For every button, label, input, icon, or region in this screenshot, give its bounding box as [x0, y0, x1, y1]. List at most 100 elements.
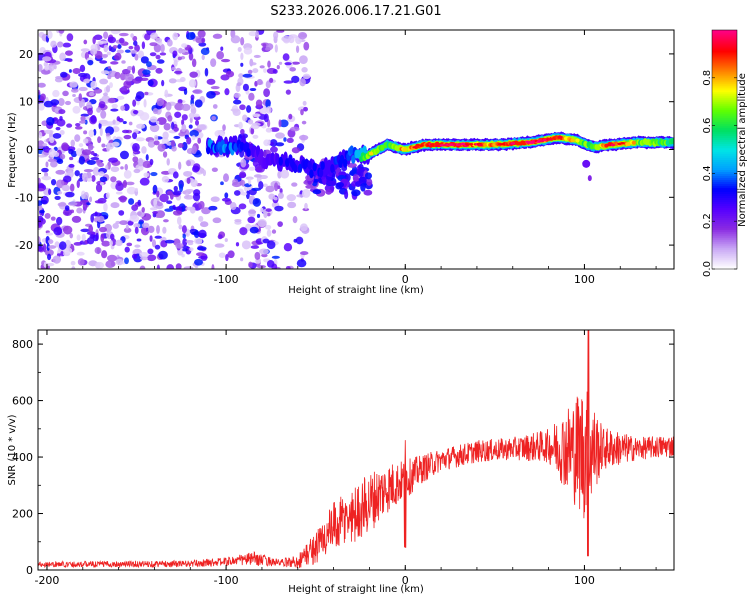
- spectrogram-cell: [265, 185, 275, 193]
- spectrogram-cell: [183, 266, 194, 269]
- spectrogram-cell: [360, 182, 366, 192]
- spectrogram-feature: [587, 175, 592, 182]
- colorbar-swatch: [712, 247, 737, 250]
- spectrogram-cell: [92, 166, 100, 176]
- spectrogram-cell: [47, 239, 54, 244]
- spectrogram-cell: [101, 54, 109, 58]
- spectrogram-cell: [67, 201, 78, 206]
- spectrogram-cell: [125, 224, 129, 230]
- spectrogram-cell: [304, 202, 308, 210]
- spectrogram-cell: [217, 234, 223, 240]
- spectrogram-cell: [351, 189, 361, 197]
- spectrogram-cell: [240, 158, 247, 168]
- spectrogram-cell: [68, 69, 72, 73]
- spectrogram-cell: [43, 61, 49, 67]
- colorbar-swatch: [712, 239, 737, 242]
- spectrogram-signal-cell: [307, 160, 312, 170]
- colorbar-swatch: [712, 189, 737, 192]
- spectrogram-cell: [163, 122, 171, 131]
- spectrogram-cell: [147, 79, 154, 87]
- spectrogram-cell: [312, 189, 322, 195]
- spectrogram-cell: [303, 106, 308, 112]
- spectrogram-cell: [147, 225, 155, 234]
- spectrogram-cell: [118, 37, 125, 44]
- spectrogram-signal-cell: [380, 144, 385, 151]
- spectrogram-cell: [300, 251, 309, 256]
- colorbar-swatch: [712, 237, 737, 240]
- spectrogram-cell: [139, 177, 150, 186]
- spectrogram-cell: [267, 212, 271, 217]
- spectrogram-cell: [188, 112, 195, 119]
- spectrogram-cell: [135, 91, 145, 100]
- spectrogram-cell: [99, 78, 109, 85]
- spectrogram-signal-cell: [320, 160, 325, 170]
- spectrogram-cell: [155, 54, 161, 60]
- spectrogram-cell: [289, 67, 296, 72]
- colorbar-swatch: [712, 77, 737, 81]
- spectrogram-cell: [107, 97, 116, 104]
- spectrogram-cell: [198, 229, 207, 239]
- spectrogram-cell: [288, 113, 293, 120]
- colorbar-swatch: [712, 31, 737, 35]
- spectrogram-cell: [60, 71, 68, 78]
- spectrogram-cell: [133, 40, 138, 46]
- spectrogram-cell: [68, 148, 74, 155]
- spectrogram-cell: [99, 181, 104, 186]
- spectrogram-cell: [53, 151, 60, 157]
- colorbar-swatch: [712, 30, 737, 33]
- spectrogram-cell: [76, 234, 81, 241]
- spectrogram-cell: [100, 110, 107, 119]
- spectrogram-signal-cell: [343, 158, 348, 168]
- snr-x-ticks: -200 -100 0 100: [34, 330, 657, 587]
- colorbar-swatch: [712, 147, 737, 151]
- spectrogram-cell: [62, 175, 72, 183]
- spectrogram-cell: [78, 72, 88, 78]
- spectrogram-cell: [119, 220, 128, 226]
- colorbar-swatch: [712, 51, 737, 55]
- spectrogram-cell: [212, 217, 222, 224]
- colorbar-swatch: [712, 39, 737, 43]
- colorbar-swatch: [712, 107, 737, 111]
- spectrogram-cell: [111, 103, 118, 109]
- spectrogram-cell: [177, 56, 182, 61]
- spectrogram-cell: [141, 146, 147, 154]
- colorbar-swatch: [712, 91, 737, 95]
- spectrogram-cell: [149, 235, 153, 242]
- spectrogram-cell: [57, 41, 64, 48]
- spectrogram-cell: [95, 183, 103, 193]
- colorbar-swatch: [712, 267, 737, 270]
- spectrogram-cell: [47, 30, 53, 39]
- spectrogram-cell: [97, 136, 102, 144]
- spectrogram-cell: [100, 70, 110, 75]
- spectrogram-cell: [124, 49, 131, 53]
- spectrogram-cell: [250, 245, 260, 249]
- colorbar-swatch: [712, 97, 737, 101]
- spectrogram-cell: [99, 60, 108, 64]
- spectrogram-cell: [145, 154, 149, 161]
- spectrogram-cell: [108, 157, 119, 163]
- spectrogram-cell: [88, 91, 95, 97]
- colorbar-swatch: [712, 217, 737, 220]
- spectrogram-cell: [177, 143, 184, 148]
- colorbar-swatch: [712, 145, 737, 149]
- spectrogram-cell: [46, 262, 55, 267]
- colorbar-swatch: [712, 193, 737, 196]
- spectrogram-cell: [74, 170, 80, 177]
- colorbar-swatch: [712, 243, 737, 246]
- spectrogram-cell: [66, 33, 74, 42]
- spectrogram-cell: [211, 264, 215, 269]
- spectrogram-cell: [70, 139, 75, 147]
- spectrogram-cell: [175, 263, 182, 269]
- spectrogram-cell: [186, 32, 196, 41]
- spectrogram-cell: [192, 192, 201, 202]
- spectrogram-cell: [248, 166, 256, 171]
- spectrogram-cell: [94, 200, 104, 204]
- spectrogram-cell: [123, 170, 132, 179]
- spectrogram-cell: [301, 67, 308, 73]
- spectrogram-cell: [70, 88, 79, 93]
- spectrogram-cell: [252, 198, 262, 207]
- spectrogram-cell: [270, 146, 278, 153]
- spectrogram-cell: [279, 119, 289, 128]
- spectrogram-cell: [40, 93, 46, 101]
- spectrogram-cell: [277, 221, 283, 227]
